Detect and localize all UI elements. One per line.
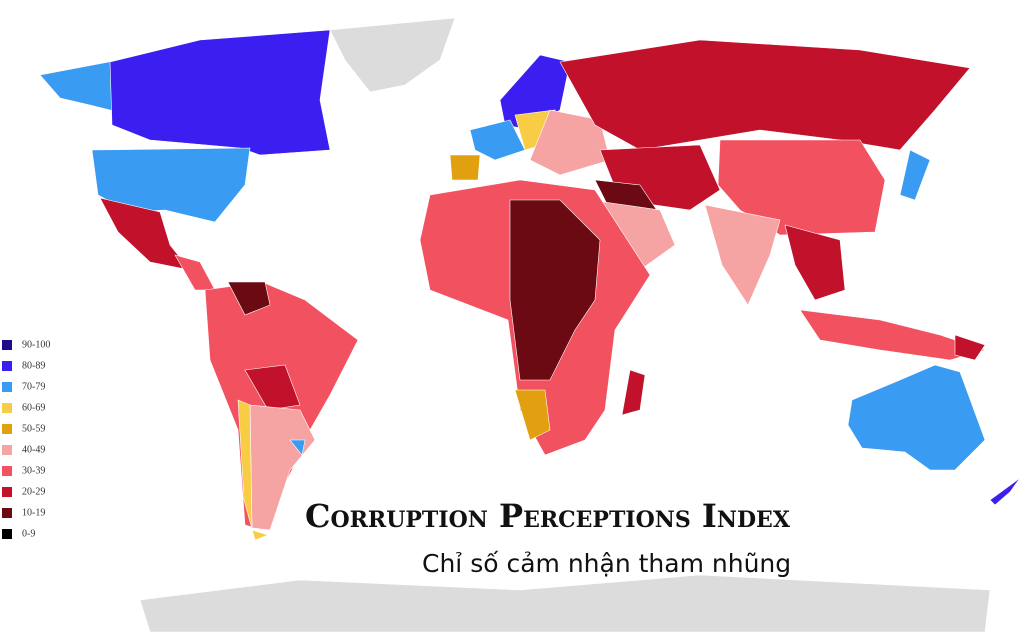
new-zealand [989,477,1021,506]
legend-label: 10-19 [22,507,45,518]
legend-label: 80-89 [22,360,45,371]
legend-swatch [2,508,12,518]
legend-swatch [2,487,12,497]
western-europe [469,119,526,161]
legend-swatch [2,340,12,350]
papua [954,334,986,361]
legend-swatch [2,529,12,539]
antarctica [139,574,991,633]
legend-label: 40-49 [22,444,45,455]
legend-swatch [2,382,12,392]
legend-label: 90-100 [22,339,50,350]
greenland [329,17,456,93]
madagascar [621,369,646,416]
world-map [39,17,1021,633]
uruguay [289,439,306,456]
legend-swatch [2,403,12,413]
legend: 90-100 80-89 70-79 60-69 50-59 40-49 30-39 20-2… [2,339,50,539]
australia [847,364,986,471]
bolivia [244,364,301,411]
legend-swatch [2,361,12,371]
southern-africa [514,389,551,441]
southeast-asia [784,224,846,301]
legend-label: 20-29 [22,486,45,497]
usa [91,147,251,223]
central-america [174,254,216,291]
legend-swatch [2,466,12,476]
japan [899,149,931,201]
legend-label: 0-9 [22,528,35,539]
legend-label: 50-59 [22,423,45,434]
russia [559,39,971,151]
legend-label: 70-79 [22,381,45,392]
map-title: Corruption Perceptions Index [305,497,791,535]
central-africa [509,199,601,381]
legend-label: 30-39 [22,465,45,476]
india [704,204,781,306]
china [717,139,886,236]
legend-swatch [2,445,12,455]
legend-swatch [2,424,12,434]
venezuela [227,281,271,316]
map-subtitle: Chỉ số cảm nhận tham nhũng [422,549,791,578]
iberia [449,154,481,181]
chile [237,399,269,541]
legend-label: 60-69 [22,402,45,413]
canada [109,29,331,156]
